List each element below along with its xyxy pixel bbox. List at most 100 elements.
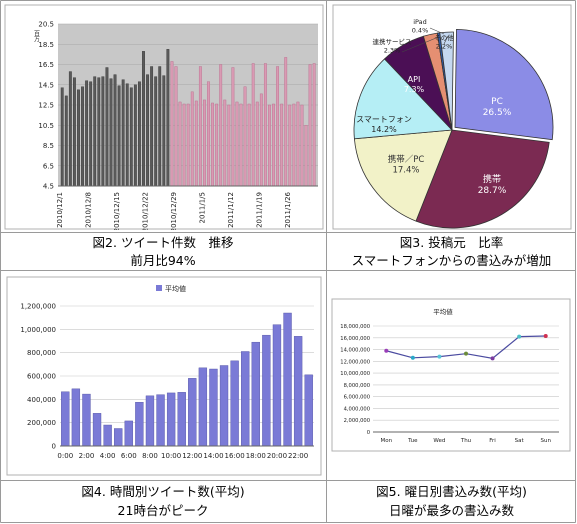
bar: [280, 103, 284, 187]
slice-percent: 2.3%: [384, 47, 401, 55]
bar: [304, 125, 308, 187]
bar: [124, 420, 133, 447]
bar: [129, 87, 133, 187]
x-tick-label: Tue: [407, 438, 418, 444]
x-tick-label: 2010/12/29: [170, 192, 178, 230]
bar: [300, 104, 304, 187]
bar: [186, 103, 190, 187]
y-tick-label: 8.5: [43, 142, 54, 150]
bar: [308, 64, 312, 187]
y-tick-label: 14,000,000: [340, 348, 370, 354]
figure-2-chart: 百万 4.5 6.5 8.5 10.5 12.5 14.5 16.5 18.5 20.5 2010/…: [4, 4, 324, 232]
bar: [255, 101, 259, 187]
x-tick-label: 10:00: [161, 452, 181, 460]
pie-slice: [415, 129, 550, 229]
bar: [114, 428, 123, 447]
slice-label: PC: [491, 97, 503, 107]
x-tick-label: 6:00: [121, 452, 137, 460]
pie-slice: [439, 31, 454, 131]
figure-2-caption-block: 図2. ツイート件数 推移 前月比94%: [0, 234, 326, 270]
x-tick-label: 20:00: [267, 452, 287, 460]
y-tick-label: 20.5: [38, 21, 54, 29]
bar: [215, 103, 219, 187]
bar: [251, 341, 260, 447]
bar: [241, 351, 250, 447]
tweet-count-bar-chart: 百万 4.5 6.5 8.5 10.5 12.5 14.5 16.5 18.5 20.5 2010/…: [4, 4, 324, 232]
bar: [190, 91, 194, 187]
pie-slice: [353, 129, 453, 222]
bar: [272, 324, 282, 447]
x-tick-label: 22:00: [288, 452, 308, 460]
pie-slice: [353, 58, 453, 140]
bar: [117, 85, 121, 187]
bar: [272, 103, 275, 187]
y-tick-label: 10.5: [38, 122, 54, 130]
figure-4-caption: 図4. 時間別ツイート数(平均): [81, 484, 245, 499]
figure-3-caption: 図3. 投稿元 比率: [399, 235, 504, 250]
slice-label: 携帯／PC: [388, 154, 425, 165]
data-point: [517, 334, 522, 339]
slice-percent: 2.2%: [436, 43, 453, 51]
bar: [239, 103, 243, 187]
y-tick-label: 4,000,000: [344, 406, 370, 412]
slice-label: その他: [434, 33, 454, 42]
bar: [142, 51, 145, 187]
bar: [304, 374, 313, 447]
y-tick-label: 400,000: [27, 396, 56, 404]
bar: [284, 57, 288, 187]
data-point: [490, 356, 495, 361]
figure-5-caption-block: 図5. 曜日別書込み数(平均) 日曜が最多の書込み数: [327, 482, 576, 522]
bar: [283, 312, 292, 447]
figure-4-caption-block: 図4. 時間別ツイート数(平均) 21時台がピーク: [0, 482, 326, 522]
bar: [235, 101, 239, 187]
bar: [85, 80, 89, 187]
figure-2-subcaption: 前月比94%: [130, 253, 196, 268]
bar: [146, 74, 149, 187]
y-tick-label: 2,000,000: [344, 418, 370, 424]
bar: [103, 424, 112, 447]
bar: [138, 81, 141, 187]
bar: [231, 67, 235, 187]
y-tick-label: 0: [367, 430, 370, 436]
bar: [263, 63, 267, 187]
bar: [105, 67, 109, 187]
x-tick-label: 16:00: [225, 452, 245, 460]
y-tick-label: 0: [52, 443, 56, 451]
bar: [259, 93, 263, 187]
y-tick-label: 14.5: [38, 81, 54, 89]
bar: [219, 365, 229, 447]
x-tick-label: 2011/1/5: [198, 192, 206, 223]
bar: [198, 367, 208, 447]
bar: [177, 392, 186, 447]
x-tick-label: 2011/1/19: [255, 192, 263, 228]
bar: [81, 86, 84, 187]
bar: [145, 395, 155, 447]
x-tick-label: Sun: [540, 438, 551, 444]
legend-swatch: [156, 285, 162, 291]
x-tick-label: 2010/12/15: [113, 192, 121, 230]
chart-title: 平均値: [433, 307, 453, 316]
slice-label: スマートフォン: [356, 115, 412, 124]
bar: [276, 66, 280, 187]
bar: [268, 104, 271, 187]
bar: [219, 64, 223, 187]
bar: [209, 368, 218, 447]
data-point: [410, 355, 415, 360]
bar: [174, 66, 178, 187]
x-tick-label: 2010/12/22: [142, 192, 150, 230]
slice-label: API: [408, 75, 421, 84]
slice-percent: 14.2%: [371, 125, 397, 134]
data-point: [543, 334, 548, 339]
x-tick-label: 2:00: [79, 452, 95, 460]
bar: [198, 66, 202, 187]
hourly-tweet-bar-chart: 平均値 0 200,000 400,000 600,000 800,000 1,000,00…: [6, 276, 322, 476]
slice-percent: 28.7%: [478, 186, 507, 196]
slice-label: 連携サービス: [373, 37, 412, 46]
bar: [121, 79, 125, 187]
bar: [288, 104, 292, 187]
slice-percent: 0.4%: [412, 27, 429, 35]
x-tick-label: 2010/12/1: [56, 192, 64, 228]
data-point: [384, 348, 389, 353]
